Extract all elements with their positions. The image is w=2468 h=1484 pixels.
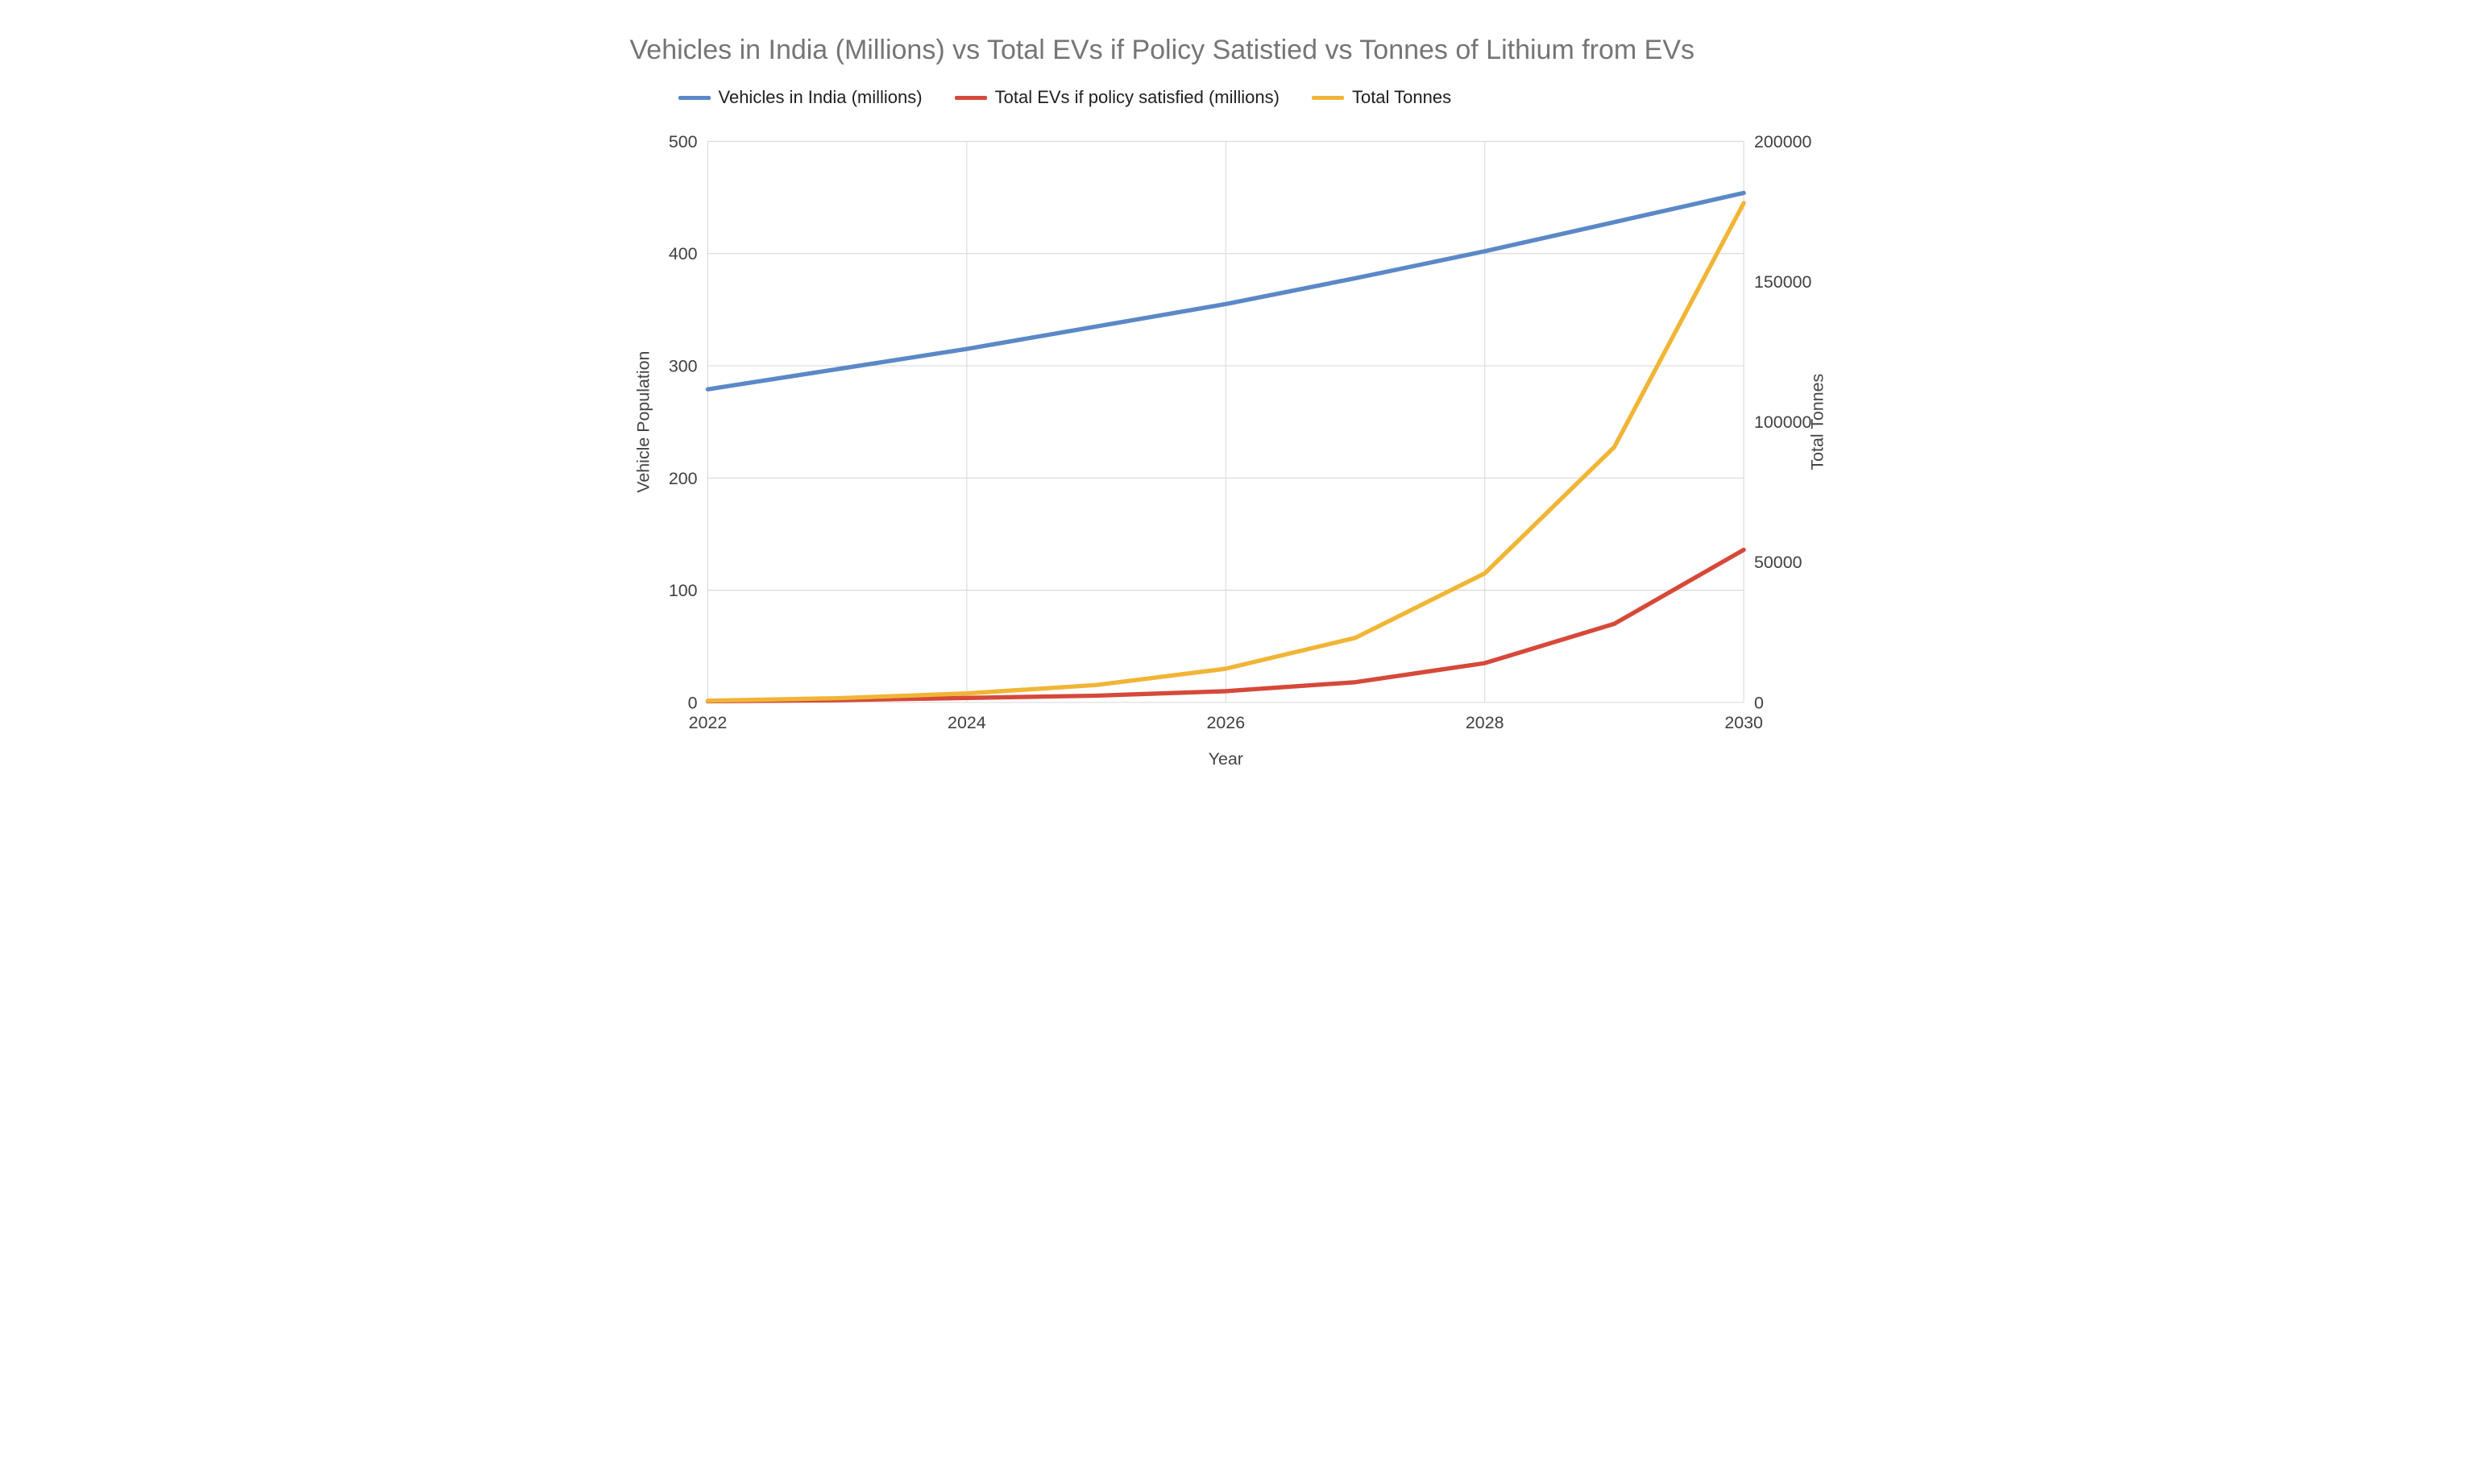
- x-tick-label: 2028: [1465, 713, 1504, 732]
- chart-svg: 2022202420262028203001002003004005000500…: [630, 124, 1839, 780]
- y-right-tick-label: 0: [1753, 694, 1763, 713]
- y-right-tick-label: 150000: [1753, 272, 1811, 292]
- y-left-tick-label: 0: [687, 694, 697, 713]
- y-right-axis-label: Total Tonnes: [1807, 374, 1827, 470]
- y-left-tick-label: 200: [668, 469, 697, 488]
- x-tick-label: 2024: [948, 713, 986, 732]
- legend-item: Total Tonnes: [1312, 87, 1451, 108]
- y-left-tick-label: 300: [668, 357, 697, 376]
- y-left-axis-label: Vehicle Population: [633, 351, 653, 493]
- legend-swatch: [678, 96, 711, 100]
- x-axis-label: Year: [1208, 749, 1242, 769]
- legend-label: Total EVs if policy satisfied (millions): [995, 87, 1280, 108]
- legend-item: Vehicles in India (millions): [678, 87, 923, 108]
- legend-item: Total EVs if policy satisfied (millions): [955, 87, 1280, 108]
- y-left-tick-label: 100: [668, 581, 697, 600]
- x-tick-label: 2030: [1724, 713, 1763, 732]
- x-tick-label: 2026: [1206, 713, 1245, 732]
- x-tick-label: 2022: [688, 713, 727, 732]
- y-left-tick-label: 500: [668, 132, 697, 151]
- plot-area: 2022202420262028203001002003004005000500…: [630, 124, 1839, 780]
- y-left-tick-label: 400: [668, 244, 697, 263]
- y-right-tick-label: 50000: [1753, 553, 1802, 572]
- chart-container: Vehicles in India (Millions) vs Total EV…: [630, 32, 1839, 780]
- y-right-tick-label: 200000: [1753, 132, 1811, 151]
- legend-swatch: [955, 96, 987, 100]
- legend-label: Vehicles in India (millions): [719, 87, 923, 108]
- legend-label: Total Tonnes: [1352, 87, 1451, 108]
- y-right-tick-label: 100000: [1753, 412, 1811, 432]
- legend: Vehicles in India (millions) Total EVs if…: [630, 87, 1839, 108]
- chart-title: Vehicles in India (Millions) vs Total EV…: [630, 32, 1839, 68]
- legend-swatch: [1312, 96, 1344, 100]
